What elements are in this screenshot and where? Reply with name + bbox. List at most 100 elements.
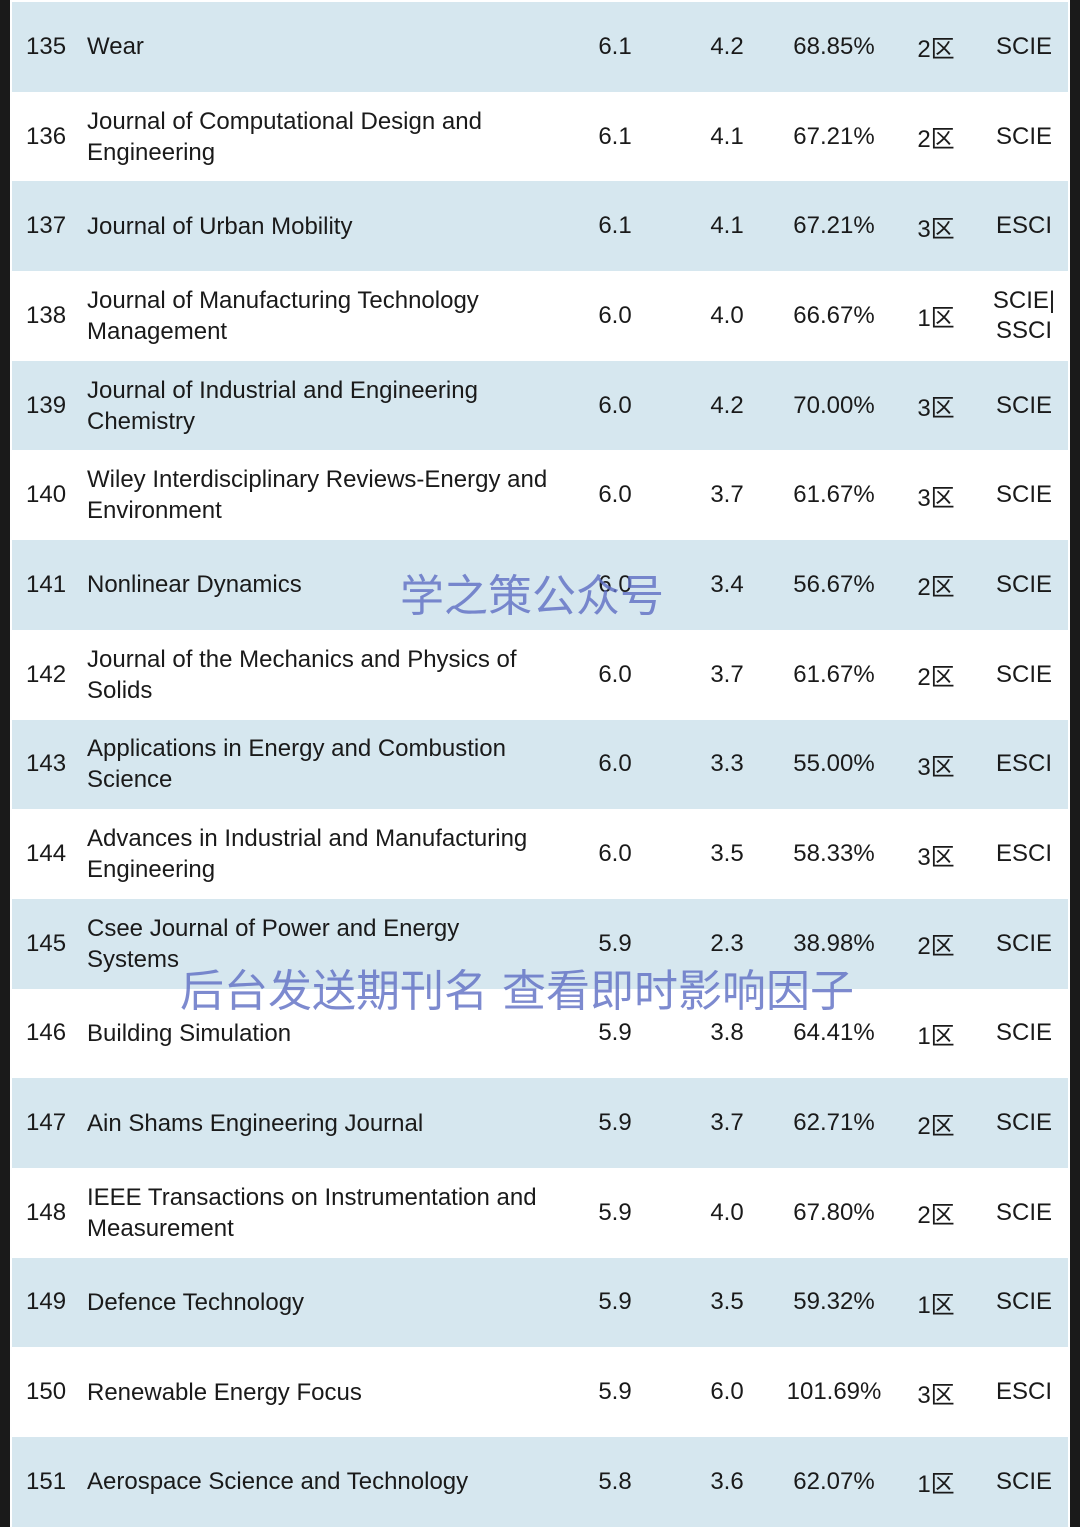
percentage-cell: 38.98% bbox=[793, 929, 875, 957]
impact-factor-cell: 6.1 bbox=[598, 32, 632, 60]
journal-name-cell: Journal of Industrial and Engineering Ch… bbox=[87, 376, 478, 435]
journal-name-cell: Defence Technology bbox=[87, 1288, 305, 1316]
zone-cell: 1区 bbox=[917, 1022, 955, 1050]
table-row: 142 Journal of the Mechanics and Physics … bbox=[12, 629, 1068, 720]
impact-factor-cell: 5.9 bbox=[598, 1198, 632, 1226]
zone-cell: 3区 bbox=[917, 843, 955, 871]
impact-factor-cell: 6.0 bbox=[598, 301, 632, 329]
index-cell: ESCI bbox=[995, 212, 1052, 240]
table-row: 148 IEEE Transactions on Instrumentation … bbox=[12, 1167, 1068, 1258]
impact-factor-cell: 6.1 bbox=[598, 212, 632, 240]
table-row: 147 Ain Shams Engineering Journal 5.9 3.7 62… bbox=[12, 1078, 1068, 1168]
citescore-cell: 4.2 bbox=[710, 32, 744, 60]
index-cell: SCIE bbox=[995, 1198, 1052, 1226]
zone-cell: 1区 bbox=[917, 1471, 955, 1499]
table-row: 136 Journal of Computational Design and E… bbox=[12, 91, 1068, 182]
zone-cell: 3区 bbox=[917, 215, 955, 243]
percentage-cell: 66.67% bbox=[793, 301, 875, 329]
impact-factor-cell: 6.0 bbox=[598, 481, 632, 509]
rank-cell: 135 bbox=[26, 32, 67, 60]
zone-cell: 2区 bbox=[917, 126, 955, 154]
index-cell: SCIE| SSCI bbox=[992, 286, 1056, 344]
zone-cell: 3区 bbox=[917, 753, 955, 781]
citescore-cell: 4.0 bbox=[710, 301, 744, 329]
table-row: 141 Nonlinear Dynamics 6.0 3.4 56.67% 2区 SCIE bbox=[12, 540, 1068, 630]
impact-factor-cell: 5.9 bbox=[598, 1378, 632, 1406]
impact-factor-cell: 5.9 bbox=[598, 929, 632, 957]
table-row: 143 Applications in Energy and Combustion… bbox=[12, 719, 1068, 810]
journal-table: 135 Wear 6.1 4.2 68.85% 2区 SCIE 136 Journal of C… bbox=[12, 2, 1068, 1527]
citescore-cell: 4.2 bbox=[710, 391, 744, 419]
percentage-cell: 55.00% bbox=[793, 750, 875, 778]
impact-factor-cell: 6.0 bbox=[598, 391, 632, 419]
zone-cell: 1区 bbox=[917, 1291, 955, 1319]
rank-cell: 140 bbox=[26, 481, 67, 509]
rank-cell: 137 bbox=[26, 212, 67, 240]
index-cell: SCIE bbox=[995, 122, 1052, 150]
journal-name-cell: Csee Journal of Power and Energy Systems bbox=[87, 914, 460, 973]
zone-cell: 3区 bbox=[917, 1381, 955, 1409]
zone-cell: 2区 bbox=[917, 664, 955, 692]
percentage-cell: 56.67% bbox=[793, 570, 875, 598]
journal-name-cell: Aerospace Science and Technology bbox=[87, 1468, 469, 1496]
percentage-cell: 64.41% bbox=[793, 1019, 875, 1047]
index-cell: SCIE bbox=[995, 391, 1052, 419]
index-cell: ESCI bbox=[995, 840, 1052, 868]
percentage-cell: 62.71% bbox=[793, 1109, 875, 1137]
impact-factor-cell: 6.0 bbox=[598, 570, 632, 598]
journal-name-cell: Wear bbox=[87, 33, 144, 61]
index-cell: SCIE bbox=[995, 32, 1052, 60]
zone-cell: 2区 bbox=[917, 574, 955, 602]
percentage-cell: 59.32% bbox=[793, 1288, 875, 1316]
percentage-cell: 61.67% bbox=[793, 660, 875, 688]
table-row: 138 Journal of Manufacturing Technology M… bbox=[12, 271, 1068, 361]
impact-factor-cell: 6.1 bbox=[598, 122, 632, 150]
journal-name-cell: Journal of Computational Design and Engi… bbox=[87, 107, 482, 166]
zone-cell: 3区 bbox=[917, 395, 955, 423]
index-cell: SCIE bbox=[995, 1019, 1052, 1047]
citescore-cell: 4.1 bbox=[710, 212, 744, 240]
rank-cell: 141 bbox=[26, 570, 67, 598]
index-cell: ESCI bbox=[995, 1378, 1052, 1406]
citescore-cell: 3.7 bbox=[710, 481, 744, 509]
journal-name-cell: Journal of the Mechanics and Physics of … bbox=[87, 645, 517, 704]
rank-cell: 151 bbox=[26, 1467, 67, 1495]
rank-cell: 148 bbox=[26, 1198, 67, 1226]
index-cell: SCIE bbox=[995, 929, 1052, 957]
index-cell: SCIE bbox=[995, 1467, 1052, 1495]
table-row: 151 Aerospace Science and Technology 5.8 3.… bbox=[12, 1437, 1068, 1527]
citescore-cell: 3.5 bbox=[710, 1288, 744, 1316]
watermark-bottom: 后台发送期刊名 查看即时影响因子 bbox=[180, 966, 854, 1017]
journal-name-cell: Advances in Industrial and Manufacturing… bbox=[87, 825, 528, 884]
table-row: 140 Wiley Interdisciplinary Reviews-Energ… bbox=[12, 450, 1068, 541]
percentage-cell: 61.67% bbox=[793, 481, 875, 509]
journal-name-cell: Journal of Manufacturing Technology Mana… bbox=[87, 286, 479, 345]
rank-cell: 150 bbox=[26, 1378, 67, 1406]
index-cell: SCIE bbox=[995, 660, 1052, 688]
table-row: 137 Journal of Urban Mobility 6.1 4.1 67.21%… bbox=[12, 181, 1068, 272]
zone-cell: 2区 bbox=[917, 1202, 955, 1230]
rank-cell: 149 bbox=[26, 1288, 67, 1316]
index-cell: SCIE bbox=[995, 570, 1052, 598]
impact-factor-cell: 5.9 bbox=[598, 1109, 632, 1137]
impact-factor-cell: 5.8 bbox=[598, 1467, 632, 1495]
journal-name-cell: Nonlinear Dynamics bbox=[87, 571, 302, 599]
citescore-cell: 3.7 bbox=[710, 1109, 744, 1137]
journal-name-cell: Ain Shams Engineering Journal bbox=[87, 1109, 424, 1137]
zone-cell: 2区 bbox=[917, 933, 955, 961]
citescore-cell: 3.7 bbox=[710, 660, 744, 688]
journal-name-cell: Building Simulation bbox=[87, 1019, 292, 1047]
rank-cell: 145 bbox=[26, 929, 67, 957]
percentage-cell: 62.07% bbox=[793, 1467, 875, 1495]
rank-cell: 138 bbox=[26, 301, 67, 329]
zone-cell: 2区 bbox=[917, 36, 955, 64]
percentage-cell: 58.33% bbox=[793, 840, 875, 868]
citescore-cell: 6.0 bbox=[710, 1378, 744, 1406]
percentage-cell: 101.69% bbox=[786, 1378, 882, 1406]
table-row: 145 Csee Journal of Power and Energy Syst… bbox=[12, 898, 1068, 989]
zone-cell: 1区 bbox=[917, 305, 955, 333]
table-row: 144 Advances in Industrial and Manufactur… bbox=[12, 809, 1068, 899]
percentage-cell: 67.80% bbox=[793, 1198, 875, 1226]
rank-cell: 146 bbox=[26, 1019, 67, 1047]
